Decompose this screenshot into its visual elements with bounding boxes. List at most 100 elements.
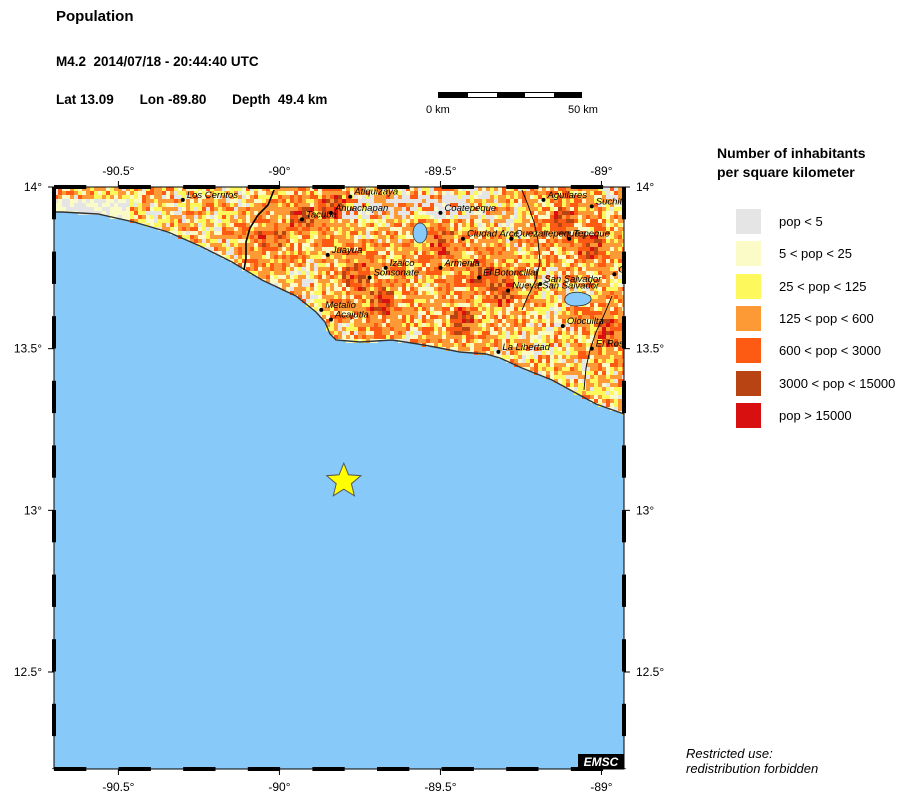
city-label: Aguilares bbox=[546, 190, 587, 201]
city-label: C bbox=[618, 264, 625, 275]
tick-label: 12.5° bbox=[14, 665, 42, 679]
latitude: Lat 13.09 bbox=[56, 92, 114, 107]
city-dot bbox=[325, 252, 330, 257]
city-dot bbox=[496, 349, 501, 354]
restricted-notice: Restricted use: redistribution forbidden bbox=[686, 746, 886, 776]
city-dot bbox=[567, 236, 572, 241]
city-dot bbox=[460, 236, 465, 241]
city-dot bbox=[589, 204, 594, 209]
city-dot bbox=[612, 272, 617, 277]
city-label: El Botoncillal bbox=[483, 268, 538, 279]
scale-right-label: 50 km bbox=[568, 104, 598, 116]
city-marker: Atiquizaya bbox=[348, 187, 398, 199]
city-marker: San Salvador bbox=[538, 274, 602, 286]
city-marker: Nueva San Salvador bbox=[506, 280, 600, 293]
city-marker: Aguilares bbox=[541, 190, 587, 202]
city-marker: Ciudad Arce bbox=[460, 229, 519, 241]
city-marker: Quezaltepeque bbox=[509, 229, 580, 241]
legend-label: 5 < pop < 25 bbox=[779, 246, 853, 262]
city-label: Juayua bbox=[331, 245, 363, 256]
city-label: La Libertad bbox=[502, 342, 550, 353]
city-marker: Tacuba bbox=[299, 209, 337, 222]
city-label: Tepeque bbox=[573, 229, 610, 240]
tick-label: -89.5° bbox=[424, 164, 456, 178]
city-label: Quezaltepeque bbox=[515, 229, 579, 240]
legend-swatch bbox=[736, 402, 761, 428]
legend-item: pop > 15000 bbox=[736, 402, 906, 429]
city-dot bbox=[348, 194, 353, 199]
department-border bbox=[521, 189, 541, 311]
legend-item: 5 < pop < 25 bbox=[736, 241, 906, 267]
legend-item: 125 < pop < 600 bbox=[736, 305, 906, 332]
city-marker: Juayua bbox=[325, 245, 363, 257]
border-guatemala bbox=[243, 189, 275, 271]
epicenter-star-icon bbox=[325, 461, 363, 497]
legend-swatch bbox=[736, 209, 761, 234]
legend-swatch bbox=[736, 338, 761, 364]
tick-label: -89° bbox=[590, 164, 612, 178]
city-marker: Armenia bbox=[438, 258, 480, 270]
city-label: Ahuachapan bbox=[334, 203, 388, 214]
city-dot bbox=[509, 236, 514, 241]
page-title: Population bbox=[56, 8, 134, 25]
city-dot bbox=[328, 317, 333, 322]
city-dot bbox=[180, 197, 185, 202]
city-dot bbox=[506, 288, 511, 293]
city-marker: El Rosari bbox=[589, 339, 635, 351]
legend-title-line1: Number of inhabitants bbox=[717, 145, 866, 161]
longitude: Lon -89.80 bbox=[139, 92, 207, 107]
city-label: Los Cerritos bbox=[187, 190, 238, 201]
legend-title: Number of inhabitants per square kilomet… bbox=[717, 144, 907, 182]
city-marker: Tepeque bbox=[567, 229, 610, 241]
tick-label: -90.5° bbox=[102, 780, 134, 794]
legend-item: 600 < pop < 3000 bbox=[736, 338, 906, 364]
emsc-badge: EMSC bbox=[584, 755, 619, 769]
tick-label: -89.5° bbox=[424, 780, 456, 794]
tick-label: 12.5° bbox=[636, 665, 664, 679]
legend-swatch bbox=[736, 305, 761, 331]
legend-swatch bbox=[736, 273, 761, 299]
city-label: Atiquizaya bbox=[353, 187, 398, 198]
tick-label: 14° bbox=[24, 180, 42, 194]
tick-label: 13.5° bbox=[636, 342, 664, 356]
tick-label: 13° bbox=[636, 503, 654, 517]
city-dot bbox=[438, 265, 443, 270]
city-dot bbox=[299, 217, 304, 222]
legend-label: pop < 5 bbox=[779, 214, 823, 229]
city-marker: Sonsonate bbox=[367, 268, 419, 280]
city-label: Nueva San Salvador bbox=[512, 280, 600, 291]
city-label: Izalco bbox=[390, 258, 415, 269]
city-marker: Olocuilta bbox=[560, 316, 604, 329]
legend-swatch bbox=[736, 370, 761, 396]
legend-item: pop < 5 bbox=[736, 209, 906, 235]
city-label: El Rosari bbox=[596, 339, 635, 350]
city-marker: La Libertad bbox=[496, 342, 551, 354]
tick-label: 13° bbox=[24, 503, 42, 517]
city-marker: Suchito bbox=[589, 196, 624, 209]
event-coordinates: Lat 13.09 Lon -89.80 Depth 49.4 km bbox=[56, 92, 349, 107]
restricted-line1: Restricted use: bbox=[686, 746, 773, 761]
scale-left-label: 0 km bbox=[426, 104, 450, 116]
legend-label: 25 < pop < 125 bbox=[779, 278, 867, 294]
city-label: Armenia bbox=[443, 258, 479, 269]
tick-label: -90° bbox=[268, 164, 290, 178]
tick-label: -90° bbox=[268, 780, 290, 794]
restricted-line2: redistribution forbidden bbox=[686, 761, 819, 776]
city-marker: C bbox=[612, 264, 625, 277]
city-marker: Metalio bbox=[319, 300, 356, 312]
city-marker: Ahuachapan bbox=[328, 203, 388, 215]
legend-item: 3000 < pop < 15000 bbox=[736, 370, 906, 397]
coastline bbox=[54, 211, 624, 415]
tick-label: -89° bbox=[590, 780, 612, 794]
emsc-badge-bg bbox=[578, 754, 624, 769]
city-label: Ciudad Arce bbox=[467, 229, 519, 240]
city-label: San Salvador bbox=[544, 274, 602, 285]
city-label: Sonsonate bbox=[374, 268, 419, 279]
city-marker: Izalco bbox=[383, 258, 415, 270]
city-dot bbox=[328, 210, 333, 215]
city-dot bbox=[560, 324, 565, 329]
city-dot bbox=[438, 210, 443, 215]
city-dot bbox=[538, 282, 543, 286]
population-density-cells bbox=[54, 187, 624, 415]
